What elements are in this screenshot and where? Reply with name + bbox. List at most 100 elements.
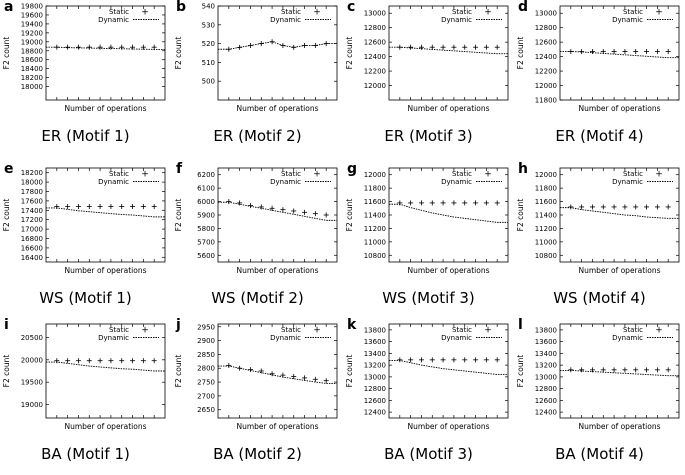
plot-frame [388, 323, 509, 419]
panel-caption: BA (Motif 4) [555, 445, 644, 463]
plot-frame [559, 5, 680, 101]
static-point [130, 204, 136, 210]
legend-static-label: Static [109, 326, 129, 334]
y-tick-label: 18400 [21, 65, 43, 73]
plot-frame [45, 5, 166, 101]
static-point [54, 358, 60, 364]
y-tick-label: 12200 [364, 68, 386, 76]
plot-frame [559, 323, 680, 419]
panel-letter: k [347, 317, 357, 333]
y-tick-label: 2950 [197, 323, 215, 331]
static-point [473, 357, 479, 363]
static-point [589, 367, 595, 373]
chart-svg: 12000 12200 12400 12600 12800 13000 F2 count Nu… [345, 5, 509, 113]
legend-dynamic-label: Dynamic [612, 334, 643, 342]
y-tick-label: 2750 [197, 379, 215, 387]
static-point [494, 44, 500, 50]
panel-caption: ER (Motif 4) [555, 127, 644, 145]
static-point [633, 204, 639, 210]
y-tick-label: 11000 [364, 238, 386, 246]
static-point [665, 367, 671, 373]
static-point [397, 357, 403, 363]
y-tick-label: 12000 [364, 171, 386, 179]
static-point [312, 211, 318, 217]
y-axis-label: F2 count [516, 37, 525, 70]
static-point [568, 204, 574, 210]
static-point [600, 367, 606, 373]
static-point [108, 204, 114, 210]
y-tick-label: 19600 [21, 11, 43, 19]
dynamic-series-line [389, 203, 508, 223]
static-point [429, 357, 435, 363]
static-point [269, 371, 275, 377]
legend-static-marker: + [313, 170, 321, 180]
x-axis-label: Number of operations [64, 104, 146, 113]
y-tick-label: 16400 [21, 254, 43, 262]
chart-panel-c: c ER (Motif 3) 12000 12200 12400 12600 12800 13… [343, 0, 514, 157]
static-point [622, 49, 628, 55]
static-point [440, 357, 446, 363]
legend: Static + Dynamic [270, 170, 331, 186]
static-point [451, 44, 457, 50]
y-tick-label: 19000 [21, 401, 43, 409]
dynamic-series-line [389, 46, 508, 55]
chart-panel-f: f WS (Motif 2) 5600 5700 5800 5900 6000 6100 620… [172, 161, 343, 319]
static-point [633, 367, 639, 373]
static-point [568, 49, 574, 55]
chart-panel-b: b ER (Motif 2) 500 510 520 530 540 F2 count Numb… [172, 0, 343, 157]
static-point [108, 44, 114, 50]
y-tick-label: 5700 [197, 238, 215, 246]
dynamic-series-line [218, 365, 337, 384]
legend-dynamic-label: Dynamic [612, 178, 643, 186]
y-axis-label: F2 count [2, 37, 11, 70]
static-point [323, 378, 329, 384]
panel-caption: WS (Motif 4) [553, 289, 646, 307]
panel-caption: WS (Motif 2) [211, 289, 304, 307]
y-tick-label: 11600 [535, 198, 557, 206]
y-axis-label: F2 count [345, 199, 354, 232]
static-point [473, 44, 479, 50]
chart-svg: 12400 12600 12800 13000 13200 13400 13600 13800… [516, 323, 680, 431]
y-tick-label: 18000 [21, 83, 43, 91]
static-point [151, 358, 157, 364]
y-tick-label: 17200 [21, 216, 43, 224]
static-point [579, 367, 585, 373]
static-point [226, 199, 232, 205]
panel-letter: l [518, 317, 523, 333]
panel-letter: b [176, 0, 187, 15]
static-point [644, 49, 650, 55]
legend-static-label: Static [281, 326, 301, 334]
y-tick-label: 11800 [364, 185, 386, 193]
legend-static-marker: + [484, 170, 492, 180]
static-point [665, 204, 671, 210]
static-point [611, 204, 617, 210]
y-tick-label: 5600 [197, 252, 215, 260]
static-point [483, 357, 489, 363]
y-tick-label: 19400 [21, 20, 43, 28]
chart-panel-g: g WS (Motif 3) 10800 11000 11200 11400 11600 11… [343, 161, 514, 319]
chart-panel-j: j BA (Motif 2) 2650 2700 2750 2800 2850 2900 295… [172, 317, 343, 475]
legend-dynamic-label: Dynamic [270, 16, 301, 24]
dynamic-series-line [560, 207, 679, 219]
panel-letter: i [4, 317, 9, 333]
static-point [644, 367, 650, 373]
legend-static-marker: + [484, 8, 492, 18]
legend: Static + Dynamic [441, 326, 502, 342]
static-point [654, 204, 660, 210]
y-axis-label: F2 count [2, 199, 11, 232]
y-tick-label: 10800 [535, 252, 557, 260]
legend-static-marker: + [141, 8, 149, 18]
y-tick-label: 12000 [535, 171, 557, 179]
legend-static-label: Static [109, 170, 129, 178]
static-point [65, 358, 71, 364]
chart-svg: 10800 11000 11200 11400 11600 11800 12000 F2 co… [345, 167, 509, 275]
static-point [54, 44, 60, 50]
static-point [440, 200, 446, 206]
static-point [483, 44, 489, 50]
legend: Static + Dynamic [270, 326, 331, 342]
y-tick-label: 12400 [535, 409, 557, 417]
static-point [247, 203, 253, 209]
panel-letter: g [347, 161, 358, 177]
dynamic-series-line [560, 51, 679, 59]
